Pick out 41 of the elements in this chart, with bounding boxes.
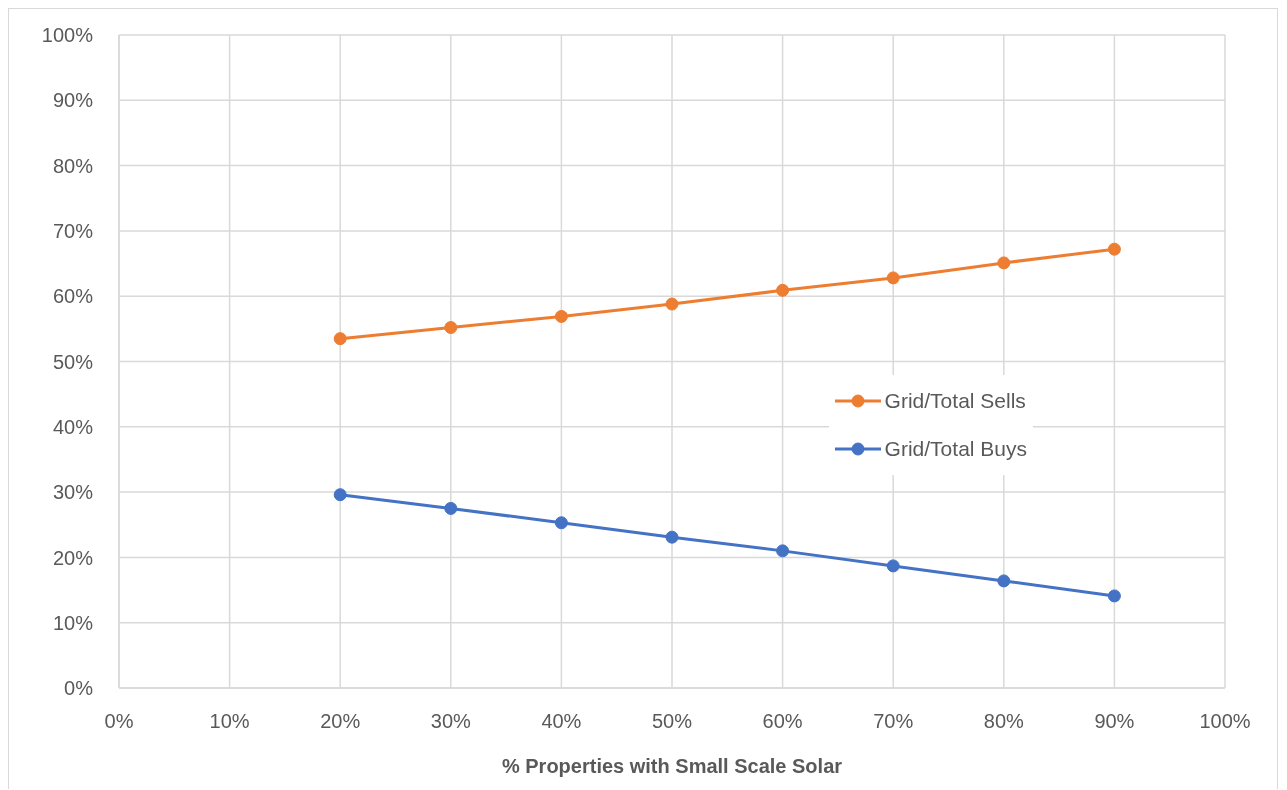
x-tick-label: 30% xyxy=(430,710,472,733)
y-tick-label: 100% xyxy=(41,24,94,47)
point xyxy=(665,530,679,544)
y-tick-label: 20% xyxy=(52,546,94,569)
legend-label: Grid/Total Sells xyxy=(884,389,1026,413)
x-tick-label: 20% xyxy=(320,710,361,733)
point xyxy=(444,501,458,515)
y-tick-label: 80% xyxy=(52,154,94,177)
y-tick-label: 0% xyxy=(64,677,94,700)
x-tick-label: 40% xyxy=(541,710,582,733)
point xyxy=(554,309,568,323)
x-tick-label: 10% xyxy=(209,710,250,733)
point xyxy=(776,283,790,297)
point xyxy=(997,574,1011,588)
legend-label: Grid/Total Buys xyxy=(884,437,1027,461)
x-tick-label: 0% xyxy=(104,710,134,733)
point xyxy=(665,297,679,311)
point xyxy=(1107,242,1121,256)
y-tick-label: 40% xyxy=(52,415,94,438)
y-tick-label: 10% xyxy=(52,611,94,634)
point xyxy=(997,256,1011,270)
x-tick-label: 50% xyxy=(651,710,693,733)
x-tick-label: 60% xyxy=(762,710,803,733)
point xyxy=(776,544,790,558)
y-tick-label: 50% xyxy=(52,350,94,373)
point xyxy=(886,271,900,285)
point xyxy=(333,488,347,502)
x-tick-label: 80% xyxy=(983,710,1025,733)
x-axis-title: % Properties with Small Scale Solar xyxy=(501,755,843,777)
point xyxy=(444,321,458,335)
x-tick-label: 90% xyxy=(1094,710,1135,733)
x-tick-label: 70% xyxy=(873,710,914,733)
y-tick-label: 70% xyxy=(52,220,94,242)
x-tick-label: 100% xyxy=(1199,710,1251,733)
point xyxy=(886,559,900,573)
y-tick-label: 30% xyxy=(52,481,94,504)
point xyxy=(554,516,568,530)
point xyxy=(333,332,347,346)
y-tick-label: 60% xyxy=(52,285,94,308)
point xyxy=(1107,589,1121,603)
y-tick-label: 90% xyxy=(52,89,94,112)
